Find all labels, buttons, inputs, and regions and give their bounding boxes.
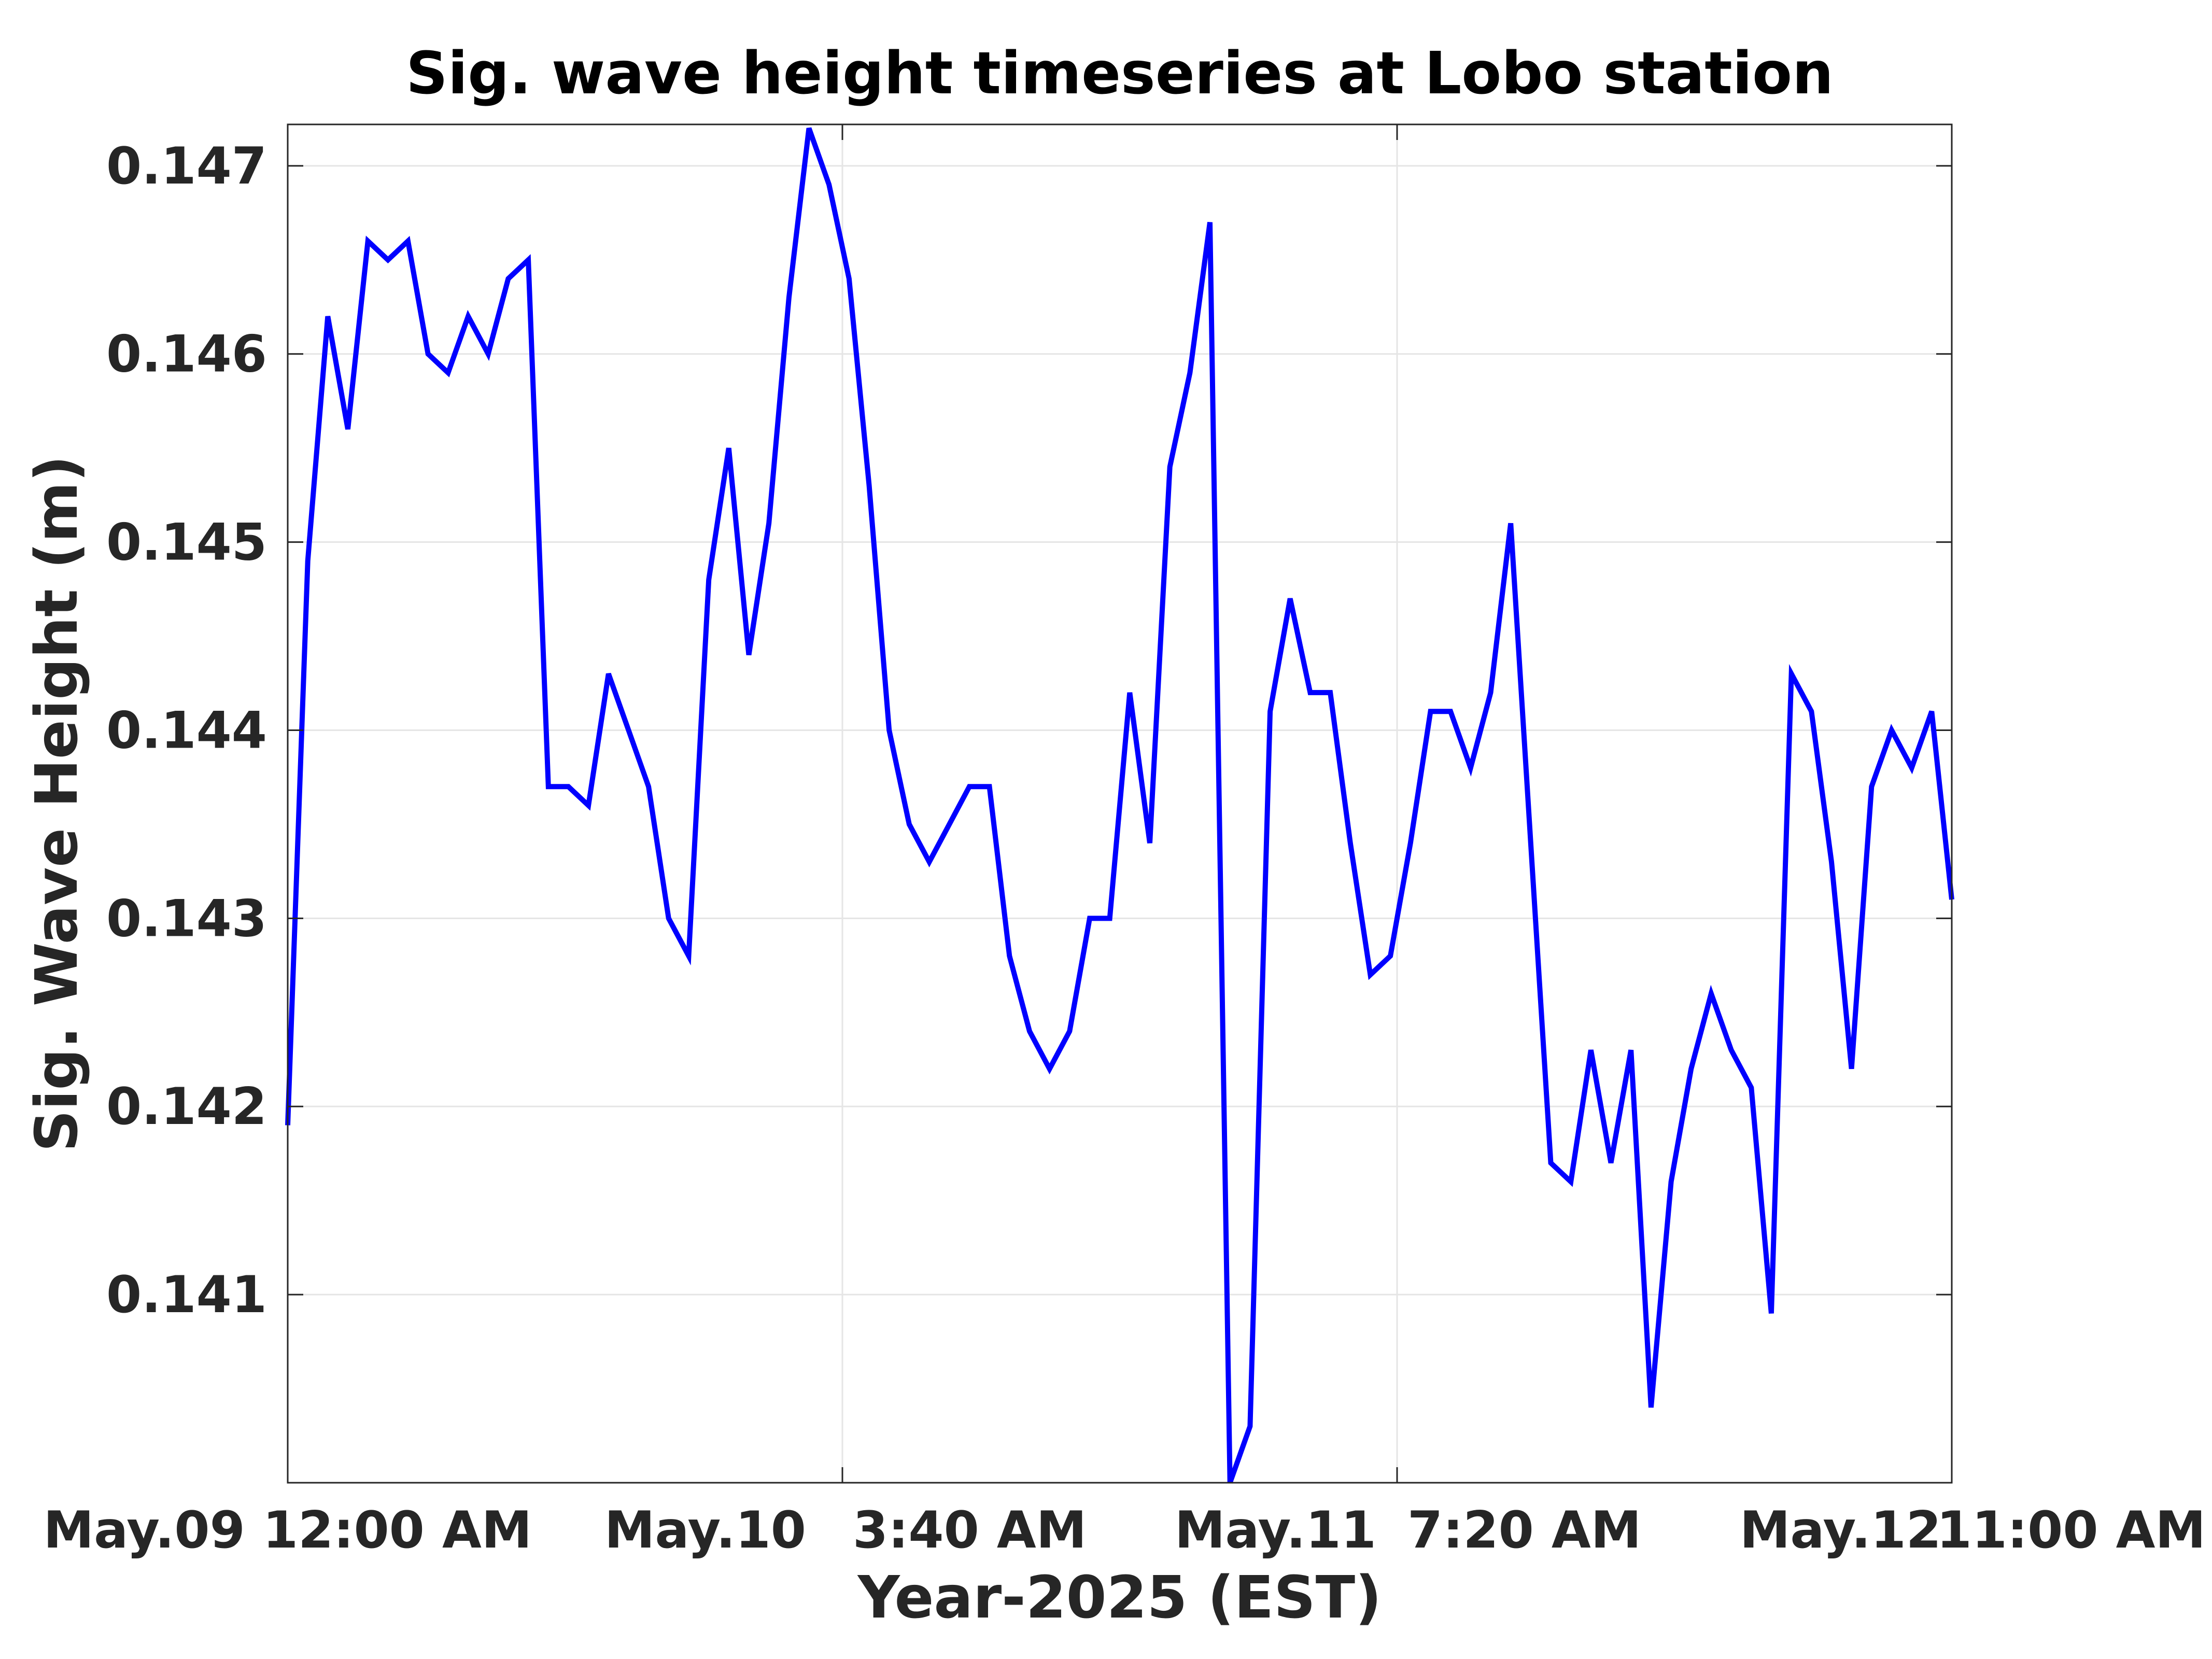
x-tick-label: May.10: [604, 1501, 806, 1560]
series-layer: [285, 127, 1954, 1484]
y-tick-label: 0.142: [106, 1077, 267, 1136]
tick-marks: [287, 124, 1953, 1483]
x-tick-label: 7:20 AM: [1407, 1501, 1641, 1560]
x-axis-label: Year-2025 (EST): [857, 1564, 1382, 1632]
y-axis-label: Sig. Wave Height (m): [23, 455, 91, 1151]
x-tick-labels: May.09 12:00 AM May.10 3:40 AM May.11 7:20 A…: [44, 1501, 2206, 1560]
axes-frame: [287, 123, 1953, 1484]
x-tick-label: May.09 12:00 AM: [44, 1501, 532, 1560]
x-tick-label: 3:40 AM: [853, 1501, 1087, 1560]
chart-title: Sig. wave height timeseries at Lobo stat…: [406, 40, 1834, 107]
y-tick-label: 0.144: [106, 701, 267, 760]
y-tick-label: 0.147: [106, 137, 267, 196]
x-tick-label: 11:00 AM: [1937, 1501, 2206, 1560]
y-tick-label: 0.146: [106, 325, 267, 384]
x-tick-label: May.11: [1175, 1501, 1376, 1560]
y-tick-label: 0.145: [106, 513, 267, 572]
y-tick-label: 0.141: [106, 1266, 267, 1325]
wave-height-series-line: [285, 127, 1954, 1484]
x-tick-label: May.12: [1740, 1501, 1941, 1560]
y-tick-label: 0.143: [106, 889, 267, 948]
y-tick-labels: 0.141 0.142 0.143 0.144 0.145 0.146 0.147: [106, 137, 267, 1325]
